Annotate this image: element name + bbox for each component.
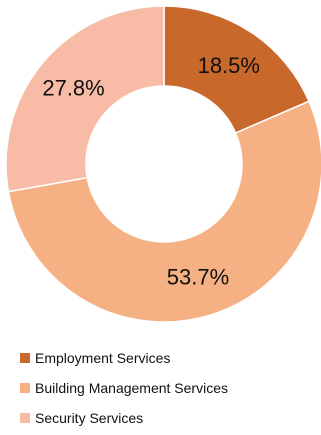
slice-label-2: 27.8% [42,76,104,101]
legend-label: Employment Services [35,350,171,366]
donut-chart: 18.5% 53.7% 27.8% [5,5,321,323]
legend-swatch [20,353,30,363]
chart-legend: Employment Services Building Management … [20,343,320,433]
slice-label-1: 53.7% [167,264,229,289]
legend-label: Building Management Services [35,380,228,396]
legend-item-employment-services: Employment Services [20,343,320,373]
legend-item-security-services: Security Services [20,403,320,433]
donut-slices [5,5,321,323]
donut-slice-1 [7,100,321,323]
legend-label: Security Services [35,410,144,426]
donut-slice-2 [5,5,165,193]
slice-labels: 18.5% 53.7% 27.8% [42,53,260,290]
legend-item-building-management-services: Building Management Services [20,373,320,403]
slice-label-0: 18.5% [198,53,260,78]
legend-swatch [20,383,30,393]
donut-slice-0 [163,5,310,135]
legend-swatch [20,413,30,423]
